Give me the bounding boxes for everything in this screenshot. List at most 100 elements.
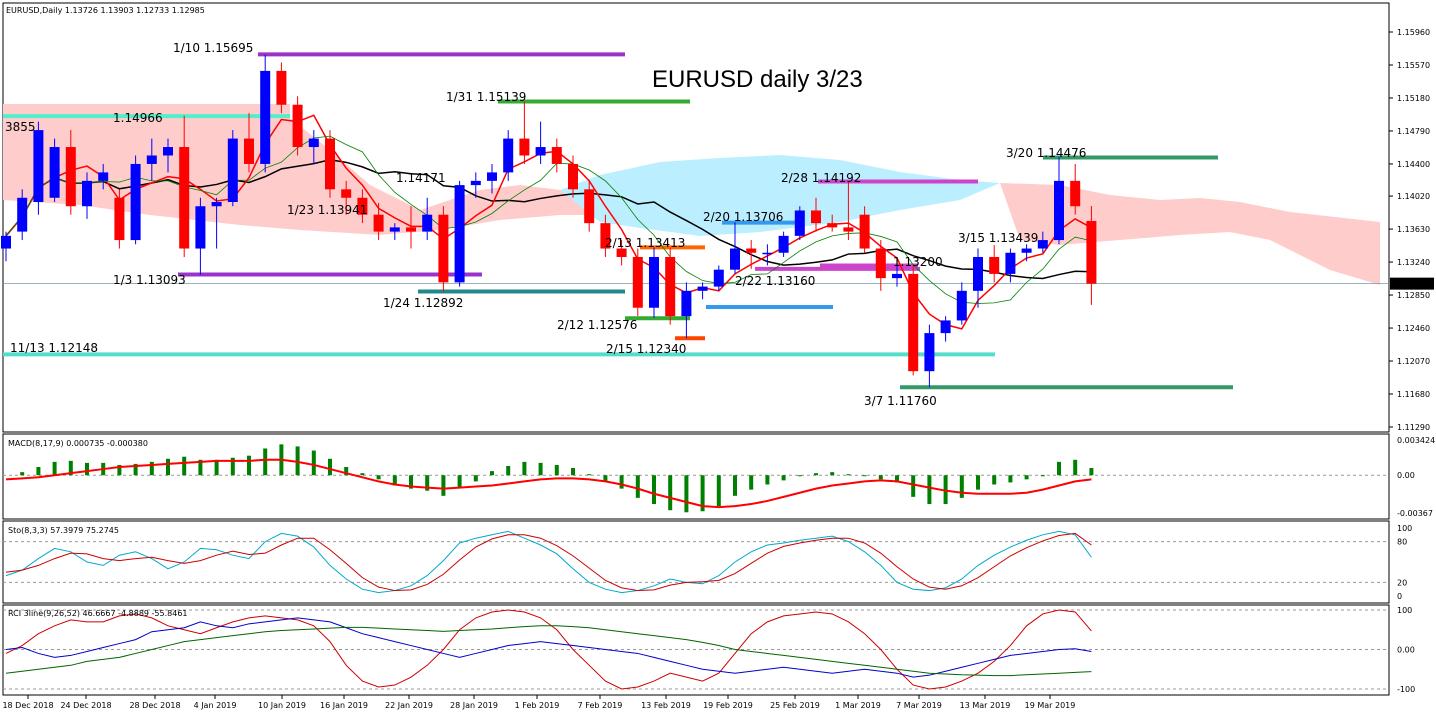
level-labels: 1/10 1.15695 1/31 1.15139 1.14966 3855 1.141…	[5, 41, 1086, 408]
annotation-label: 1.13200	[893, 255, 943, 269]
macd-bar	[344, 467, 349, 476]
candle-body	[649, 256, 659, 308]
candle-body	[681, 290, 692, 317]
candle-body	[98, 172, 109, 181]
candle-body	[616, 248, 627, 257]
macd-bar	[716, 475, 721, 507]
price-axis: 1.15960 1.15570 1.15180 1.14790 1.14400 1.140…	[1389, 28, 1434, 432]
macd-tick-label: 0.003424	[1397, 436, 1435, 445]
date-tick-label: 7 Feb 2019	[578, 701, 623, 710]
candle-body	[146, 155, 157, 164]
annotation-label: 2/12 1.12576	[557, 318, 637, 332]
candle-body	[49, 147, 60, 198]
macd-bar	[927, 475, 932, 505]
macd-bar	[911, 475, 916, 497]
candle-body	[1, 235, 11, 249]
macd-bar	[85, 462, 89, 476]
macd-bar	[619, 475, 624, 489]
candle-body	[519, 138, 530, 156]
candle-body	[211, 202, 222, 207]
rci-label: RCI 3line(9,26,52) 46.6667 -4.8889 -55.8…	[8, 609, 188, 618]
sto-tick-label: 100	[1397, 524, 1412, 533]
macd-bar	[668, 475, 673, 511]
kumo-bear-area	[3, 104, 640, 235]
rci-long-line	[5, 625, 1092, 677]
candle-body	[762, 252, 773, 255]
date-tick-label: 10 Jan 2019	[258, 701, 306, 710]
macd-bar	[652, 475, 656, 505]
date-tick-label: 1 Feb 2019	[515, 701, 560, 710]
candle-body	[665, 256, 676, 317]
annotation-label: 3/7 1.11760	[864, 394, 937, 408]
macd-panel: 0.003424 0.00 -0.00367	[3, 436, 1435, 518]
price-tick-label: 1.13240	[1397, 258, 1430, 267]
annotation-label: 2/28 1.14192	[781, 171, 861, 185]
price-tick-label: 1.12070	[1397, 357, 1430, 366]
macd-bar	[1040, 475, 1045, 477]
candle-body	[924, 333, 935, 372]
macd-bar	[943, 475, 948, 505]
date-tick-label: 13 Feb 2019	[641, 701, 691, 710]
candle-body	[276, 70, 287, 105]
candle-body	[859, 214, 870, 249]
macd-bar	[976, 475, 980, 490]
price-tick-label: 1.12850	[1397, 291, 1430, 300]
rci-short-line	[5, 609, 1092, 690]
macd-bar	[214, 459, 219, 476]
sto-tick-label: 0	[1397, 592, 1402, 601]
annotation-label: 2/15 1.12340	[606, 342, 686, 356]
macd-bar	[376, 475, 381, 480]
candle-body	[908, 273, 919, 372]
candle-body	[568, 163, 578, 190]
sto-panel-frame	[2, 520, 1390, 604]
candle-body	[438, 214, 449, 283]
sto-tick-label: 20	[1397, 578, 1407, 587]
candle-body	[292, 104, 303, 148]
candle-body	[794, 210, 805, 236]
annotation-label: 1/31 1.15139	[446, 90, 526, 104]
macd-tick-label: -0.00367	[1397, 509, 1433, 518]
candle-body	[503, 138, 514, 173]
date-axis: 18 Dec 2018 24 Dec 2018 28 Dec 2018 4 Jan 2…	[2, 695, 1075, 710]
candle-body	[227, 138, 238, 203]
candle-body	[130, 163, 141, 241]
macd-bar	[538, 462, 543, 476]
macd-bar	[149, 461, 154, 476]
macd-bar	[52, 461, 57, 476]
candle-body	[487, 172, 497, 181]
candle-body	[1037, 240, 1048, 249]
macd-bar	[846, 474, 851, 476]
macd-signal-line	[5, 458, 1092, 509]
candle-body	[730, 248, 740, 270]
price-tick-label: 1.15180	[1397, 94, 1430, 103]
current-price-badge	[1390, 277, 1434, 290]
annotation-label: 11/13 1.12148	[10, 341, 98, 355]
candle-body	[308, 138, 319, 148]
candle-body	[325, 138, 335, 190]
candle-body	[244, 138, 254, 164]
price-tick-label: 1.11290	[1397, 423, 1430, 432]
rci-tick-label: 0.00	[1397, 646, 1415, 655]
price-tick-label: 1.12460	[1397, 324, 1430, 333]
candle-body	[989, 256, 1000, 274]
macd-bar	[554, 464, 559, 476]
macd-bar	[441, 475, 446, 496]
annotation-label: 1/3 1.13093	[113, 273, 186, 287]
macd-bar	[295, 446, 300, 476]
candle-body	[163, 147, 173, 156]
candle-body	[114, 197, 125, 241]
candle-body	[632, 256, 643, 308]
macd-bar	[992, 475, 997, 485]
macd-bar	[247, 455, 251, 476]
rci-tick-label: -100	[1397, 685, 1415, 694]
stochastic-panel: 100 80 20 0	[3, 524, 1412, 601]
candle-body	[584, 189, 595, 224]
macd-bar	[360, 473, 365, 476]
macd-bar	[733, 475, 737, 496]
date-tick-label: 4 Jan 2019	[194, 701, 237, 710]
sto-tick-label: 80	[1397, 538, 1407, 547]
symbol-info: EURUSD,Daily 1.13726 1.13903 1.12733 1.1…	[6, 6, 205, 15]
annotation-label: 1/10 1.15695	[173, 41, 253, 55]
candle-body	[341, 189, 352, 198]
